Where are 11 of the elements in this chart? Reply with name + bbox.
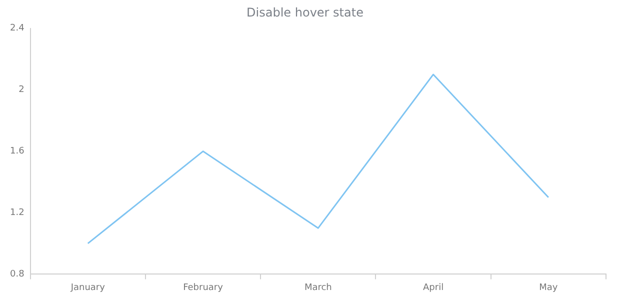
x-tick-label: May <box>539 282 558 293</box>
y-tick-label: 1.6 <box>10 146 25 157</box>
y-tick-label: 1.2 <box>10 208 24 218</box>
y-tick-label: 2.4 <box>10 24 25 34</box>
x-tick-label: March <box>304 282 332 293</box>
x-tick-label: February <box>183 282 224 293</box>
x-tick-label: April <box>423 282 444 293</box>
chart-title: Disable hover state <box>246 5 364 20</box>
y-tick-label: 2 <box>18 85 24 96</box>
x-tick-label: January <box>70 282 106 293</box>
y-tick-label: 0.8 <box>10 270 25 280</box>
